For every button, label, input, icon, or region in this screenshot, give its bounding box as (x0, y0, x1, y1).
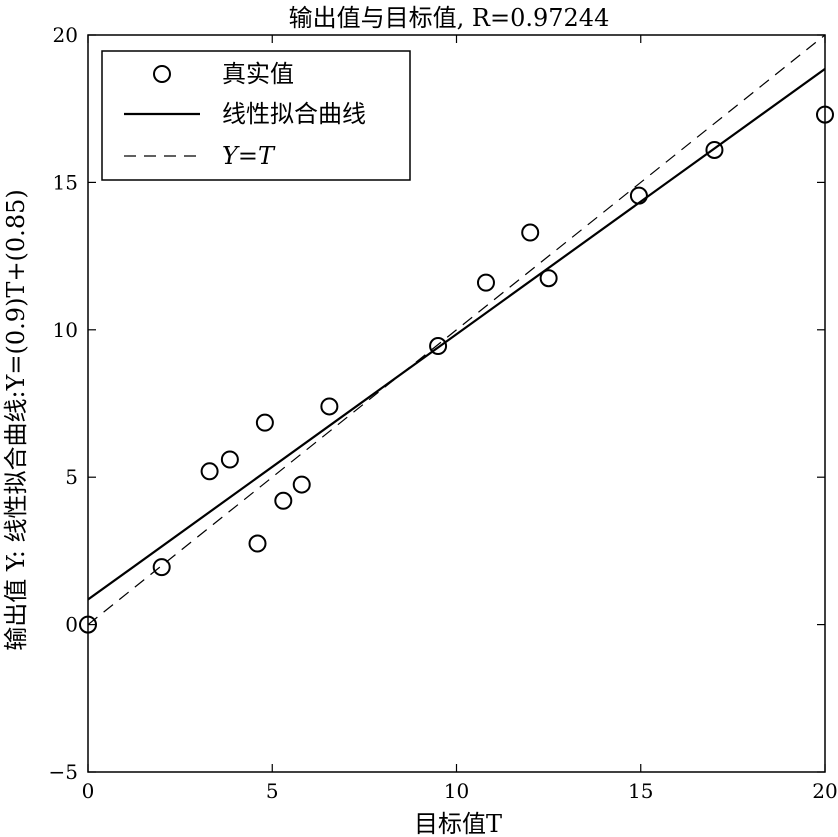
data-point (152, 558, 171, 577)
data-point (255, 413, 274, 432)
data-points (79, 105, 834, 634)
chart-title: 输出值与目标值, R=0.97244 (289, 4, 610, 32)
y-tick-label: 20 (53, 23, 78, 47)
y-tick-label: 5 (65, 465, 78, 489)
data-point (539, 269, 558, 288)
y-tick-label: 15 (53, 170, 78, 194)
plot-area (88, 35, 825, 626)
legend-label-identity-line: Y=T (222, 142, 276, 170)
data-point (476, 273, 495, 292)
data-point (705, 140, 724, 159)
y-tick-label: 10 (53, 318, 78, 342)
data-point (220, 450, 239, 469)
y-tick-label: 0 (65, 613, 78, 637)
x-tick-label: 15 (628, 779, 653, 803)
x-axis-label: 目标值T (414, 810, 502, 837)
x-tick-label: 20 (812, 779, 837, 803)
data-point (292, 475, 311, 494)
y-axis-label: 输出值 Y: 线性拟合曲线:Y=(0.9)T+(0.85) (2, 189, 30, 650)
data-point (274, 491, 293, 510)
data-point (521, 223, 540, 242)
identity-line (88, 35, 825, 626)
legend-label-points: 真实值 (222, 60, 294, 88)
axes-frame (87, 34, 826, 773)
x-tick-label: 5 (266, 779, 279, 803)
legend-marker-points (153, 65, 171, 83)
data-point (248, 534, 267, 553)
data-point (429, 337, 448, 356)
data-point (200, 462, 219, 481)
x-tick-label: 0 (82, 779, 95, 803)
data-point (629, 186, 648, 205)
data-point (320, 397, 339, 416)
legend-label-fit-line: 线性拟合曲线 (222, 100, 366, 128)
fit-line (88, 68, 825, 601)
y-tick-label: −5 (49, 760, 78, 784)
legend: 真实值 线性拟合曲线 Y=T (101, 50, 411, 181)
x-tick-label: 10 (444, 779, 469, 803)
